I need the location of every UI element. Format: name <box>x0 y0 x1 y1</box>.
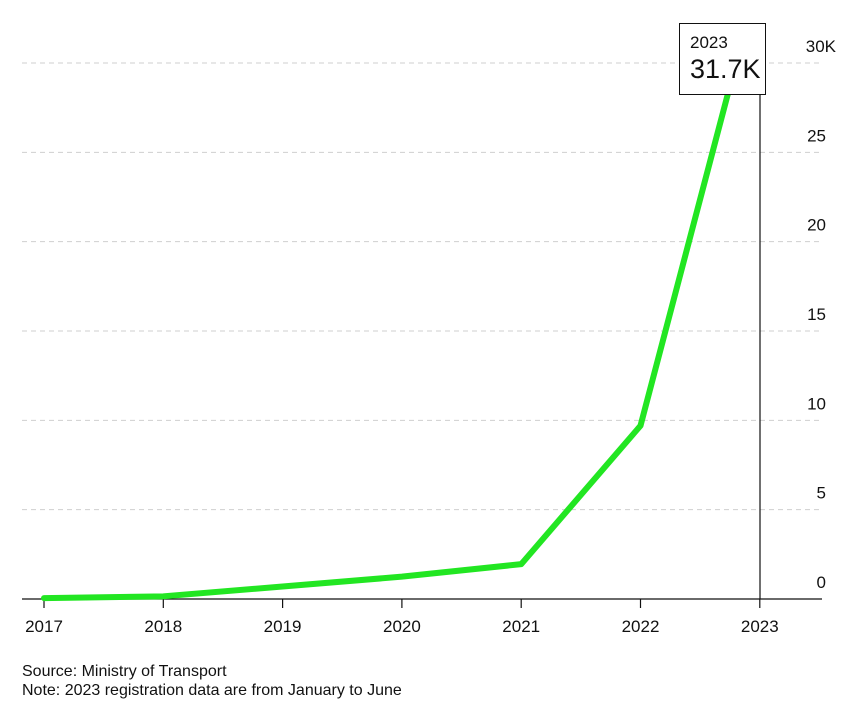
callout-value: 31.7K <box>690 54 761 84</box>
x-tick-labels: 2017 2018 2019 2020 2021 2022 2023 <box>25 617 779 636</box>
x-tick-label: 2023 <box>741 617 779 636</box>
y-tick-label: 25 <box>807 126 826 145</box>
y-tick-labels: 0 5 10 15 20 25 30K <box>806 37 837 592</box>
y-tick-label: 30K <box>806 37 837 56</box>
y-tick-label: 0 <box>817 573 826 592</box>
callout-year: 2023 <box>690 33 728 52</box>
value-callout: 2023 31.7K <box>679 23 766 95</box>
x-tick-label: 2019 <box>264 617 302 636</box>
x-tick-label: 2017 <box>25 617 63 636</box>
y-tick-label: 10 <box>807 394 826 413</box>
axes <box>22 95 822 608</box>
data-note: Note: 2023 registration data are from Ja… <box>22 682 402 699</box>
x-tick-label: 2022 <box>622 617 660 636</box>
y-tick-label: 5 <box>817 484 826 503</box>
x-tick-label: 2020 <box>383 617 421 636</box>
y-tick-label: 15 <box>807 305 826 324</box>
gridlines <box>22 62 822 511</box>
y-tick-label: 20 <box>807 216 826 235</box>
x-tick-label: 2021 <box>502 617 540 636</box>
series-line <box>41 40 746 602</box>
series <box>41 40 746 602</box>
chart-footer: Source: Ministry of Transport Note: 2023… <box>22 662 402 700</box>
x-tick-label: 2018 <box>144 617 182 636</box>
source-note: Source: Ministry of Transport <box>22 663 227 680</box>
